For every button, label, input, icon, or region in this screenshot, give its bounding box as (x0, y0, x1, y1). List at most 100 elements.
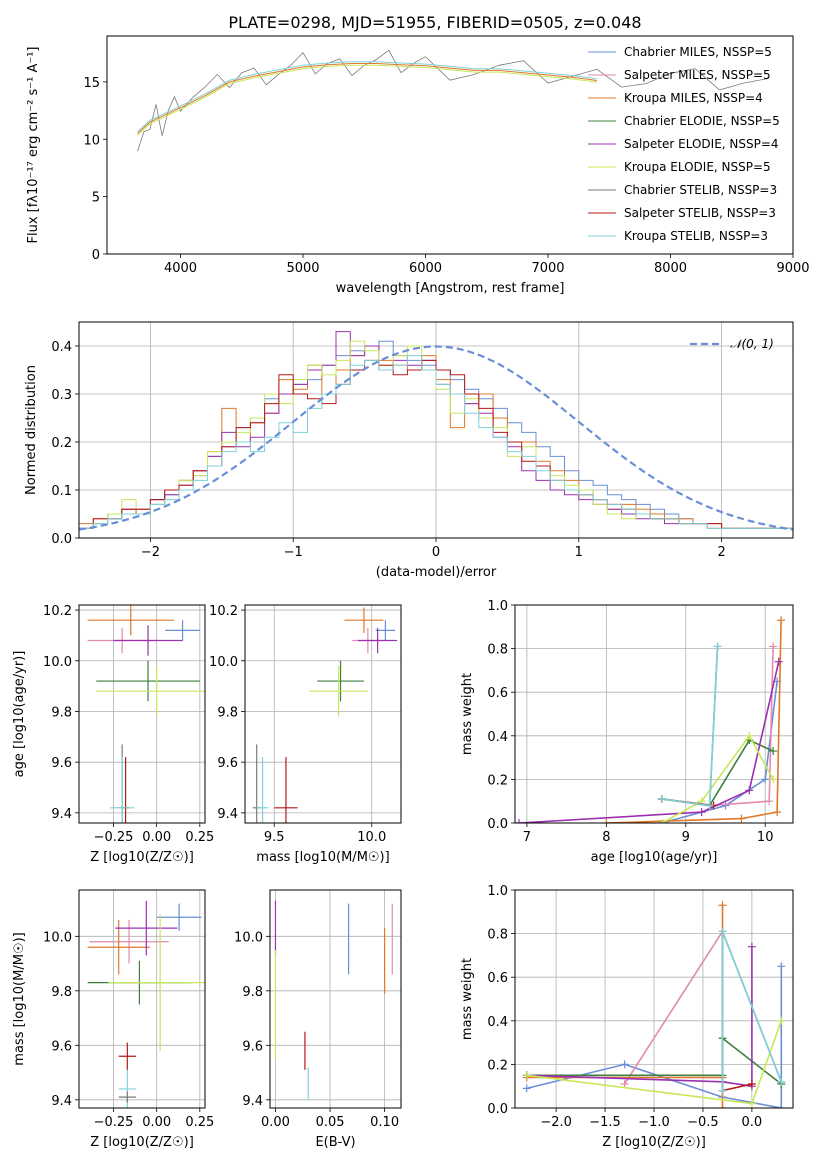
plus-marker (745, 731, 754, 740)
legend-entry: Salpeter STELIB, NSSP=3 (624, 206, 776, 220)
axes-frame (78, 889, 206, 1109)
plus-marker (777, 1016, 786, 1025)
x-tick-label: −1.5 (589, 1115, 621, 1130)
x-tick-label: 0.00 (142, 1115, 171, 1130)
y-tick-label: 5 (92, 191, 100, 206)
figure-title: PLATE=0298, MJD=51955, FIBERID=0505, z=0… (228, 13, 641, 32)
y-tick-label: 9.4 (217, 807, 238, 822)
plus-marker (515, 819, 523, 823)
x-tick-label: 10 (757, 830, 774, 845)
plus-marker (602, 819, 611, 823)
mass-weight-vs-z-panel (511, 889, 794, 1112)
plus-marker (522, 1084, 531, 1093)
legend-entry: Kroupa ELODIE, NSSP=5 (624, 160, 771, 174)
axes-frame (78, 604, 206, 824)
y-tick-label: 0.8 (487, 643, 508, 658)
axes-frame (106, 35, 794, 255)
y-tick-label: 9.6 (242, 1039, 263, 1054)
axes-frame (244, 604, 402, 824)
plus-marker (713, 642, 722, 651)
mass-vs-ebv-plot-area (274, 900, 393, 1100)
x-tick-label: 10.0 (357, 830, 386, 845)
y-tick-label: 0.4 (487, 1015, 508, 1030)
x-tick-label: −0.25 (94, 830, 134, 845)
x-tick-label: 7 (523, 830, 531, 845)
y-tick-label: 0.4 (51, 340, 72, 355)
y-tick-label: 10.0 (234, 930, 263, 945)
plus-marker (718, 1086, 727, 1095)
x-tick-label: −2.0 (540, 1115, 572, 1130)
plus-marker (747, 1080, 756, 1089)
residuals-plot-area (79, 331, 793, 531)
y-tick-label: 10.0 (43, 655, 72, 670)
x-tick-label: 6000 (409, 261, 442, 276)
plus-marker (705, 801, 714, 810)
observed-spectrum-line (137, 49, 769, 152)
y-tick-label: 0.0 (487, 1102, 508, 1117)
x-tick-label: 8000 (654, 261, 687, 276)
x-tick-label: −2 (141, 545, 160, 560)
y-tick-label: 9.4 (51, 807, 72, 822)
age-vs-z-panel (75, 604, 206, 827)
y-tick-label: 1.0 (487, 884, 508, 899)
weight-line (606, 620, 782, 823)
y-tick-label: 10 (83, 133, 100, 148)
x-tick-label: 9 (682, 830, 690, 845)
weight-line (526, 946, 753, 1088)
model-spectrum-line (137, 61, 598, 133)
x-tick-label: 0.10 (370, 1115, 399, 1130)
plus-marker (747, 942, 756, 951)
y-axis-label: age [log10(age/yr)] (12, 651, 27, 778)
plus-marker (745, 786, 754, 795)
x-tick-label: 9000 (776, 261, 809, 276)
x-axis-label: mass [log10(M/M☉)] (256, 850, 389, 865)
plus-marker (620, 1060, 629, 1069)
x-tick-label: 5000 (286, 261, 319, 276)
weight-line (661, 646, 719, 807)
spectrum-panel (103, 35, 794, 258)
weight-line (623, 930, 724, 1085)
legend-entry: Salpeter MILES, NSSP=5 (624, 68, 771, 82)
weight-line (722, 1083, 753, 1092)
x-tick-label: 8 (602, 830, 610, 845)
y-tick-label: 9.6 (217, 756, 238, 771)
weight-line (661, 734, 774, 823)
age-vs-mass-panel (241, 604, 402, 827)
y-tick-label: 9.8 (242, 985, 263, 1000)
model-spectrum-line (137, 64, 598, 136)
x-tick-label: −1 (284, 545, 303, 560)
plus-marker (773, 808, 782, 817)
plus-marker (777, 1077, 786, 1086)
weight-line (661, 646, 719, 807)
mass-vs-z-panel (75, 889, 206, 1112)
y-axis-label: mass weight (460, 673, 475, 755)
mass-weight-vs-z-plot-area (522, 901, 786, 1108)
x-tick-label: −0.5 (687, 1115, 719, 1130)
x-tick-label: 0.25 (185, 1115, 214, 1130)
legend-entry: Chabrier STELIB, NSSP=3 (624, 183, 777, 197)
plus-marker (718, 1104, 727, 1108)
x-axis-label: Z [log10(Z/Z☉)] (90, 850, 194, 865)
model-spectrum-line (137, 63, 598, 134)
x-tick-label: 7000 (531, 261, 564, 276)
y-tick-label: 10.0 (43, 930, 72, 945)
x-tick-label: 0.05 (316, 1115, 345, 1130)
x-axis-label: wavelength [Angstrom, rest frame] (336, 281, 565, 296)
plus-marker (777, 616, 786, 625)
x-tick-label: 0.00 (142, 830, 171, 845)
axes-frame (269, 889, 402, 1109)
y-tick-label: 0 (92, 248, 100, 263)
y-tick-label: 15 (83, 76, 100, 91)
plus-marker (620, 1080, 629, 1089)
y-tick-label: 0.4 (487, 730, 508, 745)
y-tick-label: 9.4 (51, 1094, 72, 1109)
gaussian-reference-line (79, 345, 793, 531)
y-tick-label: 0.6 (487, 686, 508, 701)
plus-marker (657, 795, 666, 804)
axes-frame (514, 604, 794, 824)
plus-marker (777, 1104, 786, 1108)
y-tick-label: 0.8 (487, 928, 508, 943)
x-tick-label: 0.25 (185, 830, 214, 845)
y-tick-label: 1.0 (487, 599, 508, 614)
x-axis-label: Z [log10(Z/Z☉)] (90, 1135, 194, 1150)
